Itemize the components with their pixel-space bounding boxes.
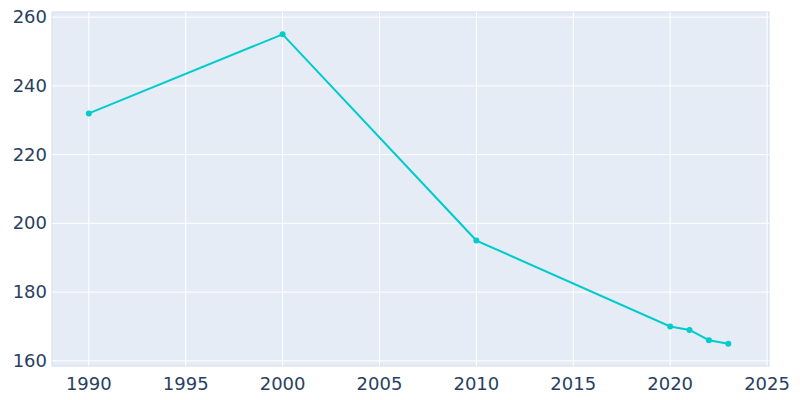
y-tick-label: 260 <box>13 6 47 27</box>
marker <box>473 238 479 244</box>
y-grid <box>52 360 769 361</box>
y-grid <box>52 223 769 224</box>
x-grid <box>767 12 768 366</box>
x-tick-label: 2020 <box>647 373 693 394</box>
y-grid <box>52 154 769 155</box>
marker <box>86 110 92 116</box>
x-tick-label: 2015 <box>550 373 596 394</box>
x-tick-label: 2010 <box>453 373 499 394</box>
x-tick-label: 2005 <box>357 373 403 394</box>
x-grid <box>185 12 186 366</box>
y-tick-label: 240 <box>13 75 47 96</box>
marker <box>280 31 286 37</box>
y-tick-label: 160 <box>13 350 47 371</box>
y-tick-label: 200 <box>13 212 47 233</box>
line <box>89 34 728 343</box>
marker <box>706 337 712 343</box>
y-tick-label: 220 <box>13 144 47 165</box>
x-grid <box>379 12 380 366</box>
x-grid <box>88 12 89 366</box>
x-tick-label: 2000 <box>260 373 306 394</box>
y-grid <box>52 17 769 18</box>
plot-area <box>52 12 769 366</box>
x-tick-label: 1995 <box>163 373 209 394</box>
x-tick-label: 2025 <box>744 373 790 394</box>
marker <box>687 327 693 333</box>
marker <box>725 341 731 347</box>
x-grid <box>670 12 671 366</box>
x-tick-label: 1990 <box>66 373 112 394</box>
x-grid <box>476 12 477 366</box>
x-grid <box>573 12 574 366</box>
y-tick-label: 180 <box>13 281 47 302</box>
marker <box>667 323 673 329</box>
chart: 1990 1995 2000 2005 2010 2015 2020 2025 160 180 20… <box>0 0 800 400</box>
y-grid <box>52 292 769 293</box>
series <box>86 31 731 346</box>
x-grid <box>282 12 283 366</box>
